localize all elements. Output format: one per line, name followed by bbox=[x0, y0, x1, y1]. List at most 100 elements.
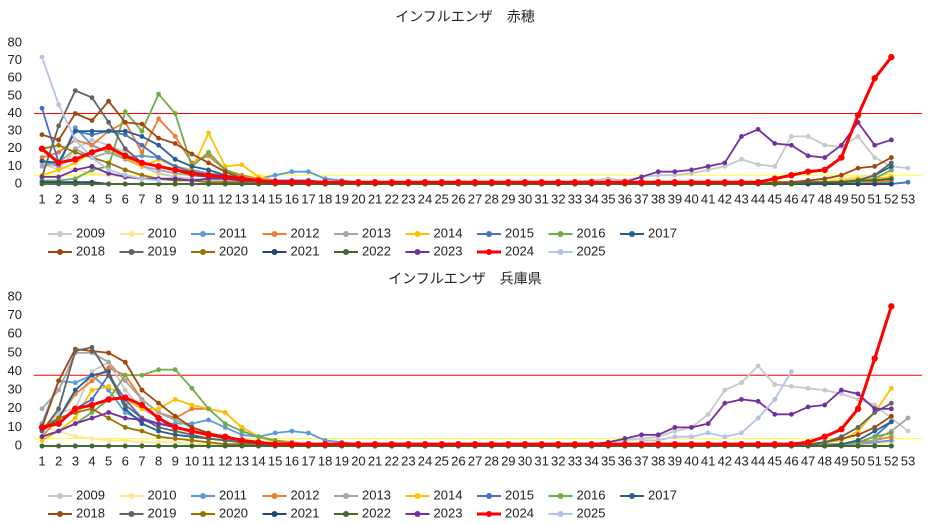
data-point bbox=[189, 402, 195, 408]
data-point bbox=[804, 168, 812, 175]
y-tick-label: 0 bbox=[15, 437, 22, 452]
legend-label: 2014 bbox=[434, 487, 463, 502]
data-point bbox=[139, 172, 145, 178]
data-point bbox=[838, 179, 844, 185]
data-point bbox=[172, 166, 179, 174]
y-tick-label: 10 bbox=[8, 158, 22, 173]
data-point bbox=[156, 424, 161, 430]
legend-label: 2016 bbox=[577, 225, 606, 240]
data-point bbox=[722, 434, 728, 440]
data-point bbox=[872, 155, 878, 160]
data-point bbox=[56, 167, 62, 173]
data-point bbox=[222, 443, 228, 449]
data-point bbox=[56, 102, 62, 108]
data-point bbox=[621, 440, 629, 448]
legend-marker bbox=[557, 231, 564, 237]
data-point bbox=[156, 142, 161, 148]
data-point bbox=[888, 385, 894, 391]
data-point bbox=[888, 171, 894, 176]
data-point bbox=[122, 378, 128, 384]
data-point bbox=[822, 443, 828, 449]
data-point bbox=[855, 165, 861, 171]
data-point bbox=[438, 440, 445, 448]
data-point bbox=[89, 372, 95, 378]
data-point bbox=[106, 149, 112, 155]
data-point bbox=[188, 170, 196, 177]
data-point bbox=[739, 156, 744, 162]
data-point bbox=[755, 126, 761, 132]
data-point bbox=[156, 410, 161, 415]
data-point bbox=[139, 176, 145, 182]
x-tick-label: 36 bbox=[618, 453, 632, 468]
data-point bbox=[721, 179, 729, 186]
data-point bbox=[106, 365, 112, 371]
x-tick-label: 46 bbox=[784, 191, 798, 206]
data-point bbox=[872, 443, 878, 449]
legend-marker bbox=[271, 511, 278, 517]
x-tick-label: 8 bbox=[155, 191, 162, 206]
data-point bbox=[189, 181, 195, 187]
data-point bbox=[805, 153, 811, 159]
data-point bbox=[56, 378, 62, 384]
x-tick-label: 6 bbox=[122, 191, 129, 206]
data-point bbox=[106, 384, 112, 389]
x-tick-label: 1 bbox=[38, 191, 45, 206]
x-tick-label: 35 bbox=[601, 191, 615, 206]
x-tick-label: 51 bbox=[867, 453, 881, 468]
y-tick-label: 60 bbox=[8, 326, 22, 341]
data-point bbox=[56, 149, 62, 155]
legend-label: 2014 bbox=[434, 225, 463, 240]
legend-label: 2010 bbox=[148, 225, 177, 240]
y-tick-label: 20 bbox=[8, 140, 22, 155]
data-point bbox=[789, 181, 794, 187]
data-point bbox=[122, 402, 128, 408]
data-point bbox=[838, 434, 844, 440]
data-point bbox=[872, 142, 878, 148]
legend-label: 2011 bbox=[219, 487, 247, 502]
data-point bbox=[122, 410, 128, 415]
data-point bbox=[605, 440, 612, 448]
legend-marker bbox=[343, 249, 349, 255]
x-tick-label: 40 bbox=[684, 191, 698, 206]
data-point bbox=[855, 134, 861, 139]
data-point bbox=[789, 134, 794, 139]
data-point bbox=[888, 406, 894, 412]
x-tick-label: 36 bbox=[618, 191, 632, 206]
x-tick-label: 8 bbox=[155, 453, 162, 468]
data-point bbox=[271, 440, 279, 448]
data-point bbox=[156, 155, 161, 160]
legend-label: 2017 bbox=[648, 225, 677, 240]
x-tick-label: 40 bbox=[684, 453, 698, 468]
data-point bbox=[172, 134, 178, 139]
data-point bbox=[89, 128, 95, 134]
data-point bbox=[122, 415, 128, 421]
data-point bbox=[872, 428, 878, 434]
data-point bbox=[655, 172, 661, 178]
data-point bbox=[39, 105, 45, 111]
x-tick-label: 16 bbox=[285, 453, 299, 468]
x-tick-label: 34 bbox=[584, 453, 598, 468]
data-point bbox=[122, 167, 128, 173]
data-point bbox=[72, 387, 78, 393]
data-point bbox=[222, 424, 228, 430]
x-tick-label: 21 bbox=[368, 191, 382, 206]
x-tick-label: 53 bbox=[901, 453, 915, 468]
data-point bbox=[39, 155, 45, 160]
legend-label: 2024 bbox=[505, 505, 534, 520]
x-tick-label: 33 bbox=[568, 191, 582, 206]
data-point bbox=[38, 424, 46, 431]
data-point bbox=[888, 137, 894, 143]
data-point bbox=[106, 167, 112, 173]
legend-label: 2022 bbox=[362, 243, 391, 258]
x-tick-label: 38 bbox=[651, 453, 665, 468]
data-point bbox=[206, 167, 211, 173]
data-point bbox=[838, 172, 844, 178]
data-point bbox=[722, 400, 728, 406]
x-tick-label: 11 bbox=[202, 191, 216, 206]
x-tick-label: 3 bbox=[72, 191, 79, 206]
x-tick-label: 5 bbox=[105, 453, 112, 468]
data-point bbox=[888, 53, 895, 61]
data-point bbox=[39, 434, 45, 440]
legend-label: 2011 bbox=[219, 225, 247, 240]
data-point bbox=[455, 440, 462, 448]
